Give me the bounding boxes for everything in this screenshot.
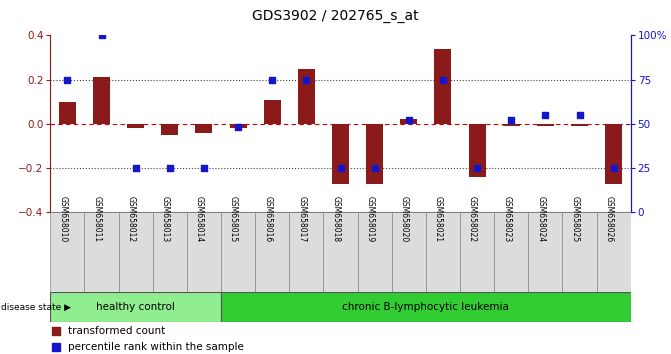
Bar — [59, 102, 76, 124]
Text: healthy control: healthy control — [96, 302, 175, 312]
Bar — [571, 124, 588, 126]
Text: GSM658012: GSM658012 — [127, 196, 136, 242]
Bar — [119, 212, 153, 292]
Point — [609, 165, 619, 171]
Text: GSM658026: GSM658026 — [605, 196, 614, 242]
Text: percentile rank within the sample: percentile rank within the sample — [68, 342, 244, 352]
Text: GSM658023: GSM658023 — [502, 196, 511, 242]
Text: GSM658015: GSM658015 — [229, 196, 238, 242]
Text: GSM658016: GSM658016 — [263, 196, 272, 242]
Bar — [153, 212, 187, 292]
Bar — [332, 124, 349, 184]
Text: GSM658022: GSM658022 — [468, 196, 477, 242]
Bar — [229, 124, 247, 128]
Point — [540, 112, 551, 118]
Text: disease state ▶: disease state ▶ — [1, 303, 71, 312]
Bar — [221, 212, 255, 292]
Text: GSM658014: GSM658014 — [195, 196, 204, 242]
Text: transformed count: transformed count — [68, 326, 165, 336]
Bar — [358, 212, 392, 292]
Bar — [289, 212, 323, 292]
Bar — [50, 292, 221, 322]
Bar — [323, 212, 358, 292]
Bar — [392, 212, 426, 292]
Point — [369, 165, 380, 171]
Bar — [494, 212, 528, 292]
Point — [51, 328, 62, 334]
Bar — [50, 212, 85, 292]
Bar — [434, 48, 452, 124]
Text: GSM658018: GSM658018 — [331, 196, 340, 242]
Bar — [195, 124, 213, 133]
Point — [96, 33, 107, 38]
Bar — [366, 124, 383, 184]
Bar — [127, 124, 144, 128]
Bar — [605, 124, 622, 184]
Text: GSM658025: GSM658025 — [570, 196, 580, 242]
Bar — [460, 212, 494, 292]
Bar — [503, 124, 520, 126]
Bar — [528, 212, 562, 292]
Text: GSM658011: GSM658011 — [93, 196, 101, 242]
Bar — [401, 119, 417, 124]
Bar — [255, 212, 289, 292]
Point — [199, 165, 209, 171]
Bar — [85, 212, 119, 292]
Bar — [298, 69, 315, 124]
Text: GSM658013: GSM658013 — [161, 196, 170, 242]
Bar — [597, 212, 631, 292]
Bar — [221, 292, 631, 322]
Bar — [537, 124, 554, 126]
Bar — [264, 99, 280, 124]
Point — [164, 165, 175, 171]
Text: GSM658020: GSM658020 — [400, 196, 409, 242]
Text: GSM658010: GSM658010 — [58, 196, 67, 242]
Point — [506, 118, 517, 123]
Text: GSM658019: GSM658019 — [366, 196, 374, 242]
Bar — [468, 124, 486, 177]
Point — [437, 77, 448, 82]
Text: GDS3902 / 202765_s_at: GDS3902 / 202765_s_at — [252, 9, 419, 23]
Bar — [187, 212, 221, 292]
Point — [62, 77, 72, 82]
Text: chronic B-lymphocytic leukemia: chronic B-lymphocytic leukemia — [342, 302, 509, 312]
Point — [51, 344, 62, 350]
Bar — [426, 212, 460, 292]
Text: GSM658017: GSM658017 — [297, 196, 307, 242]
Point — [267, 77, 278, 82]
Text: GSM658021: GSM658021 — [434, 196, 443, 242]
Point — [574, 112, 585, 118]
Point — [335, 165, 346, 171]
Point — [130, 165, 141, 171]
Point — [301, 77, 312, 82]
Bar — [93, 78, 110, 124]
Point — [472, 165, 482, 171]
Text: GSM658024: GSM658024 — [536, 196, 546, 242]
Point — [233, 125, 244, 130]
Bar — [562, 212, 597, 292]
Bar — [161, 124, 178, 135]
Point — [403, 118, 414, 123]
